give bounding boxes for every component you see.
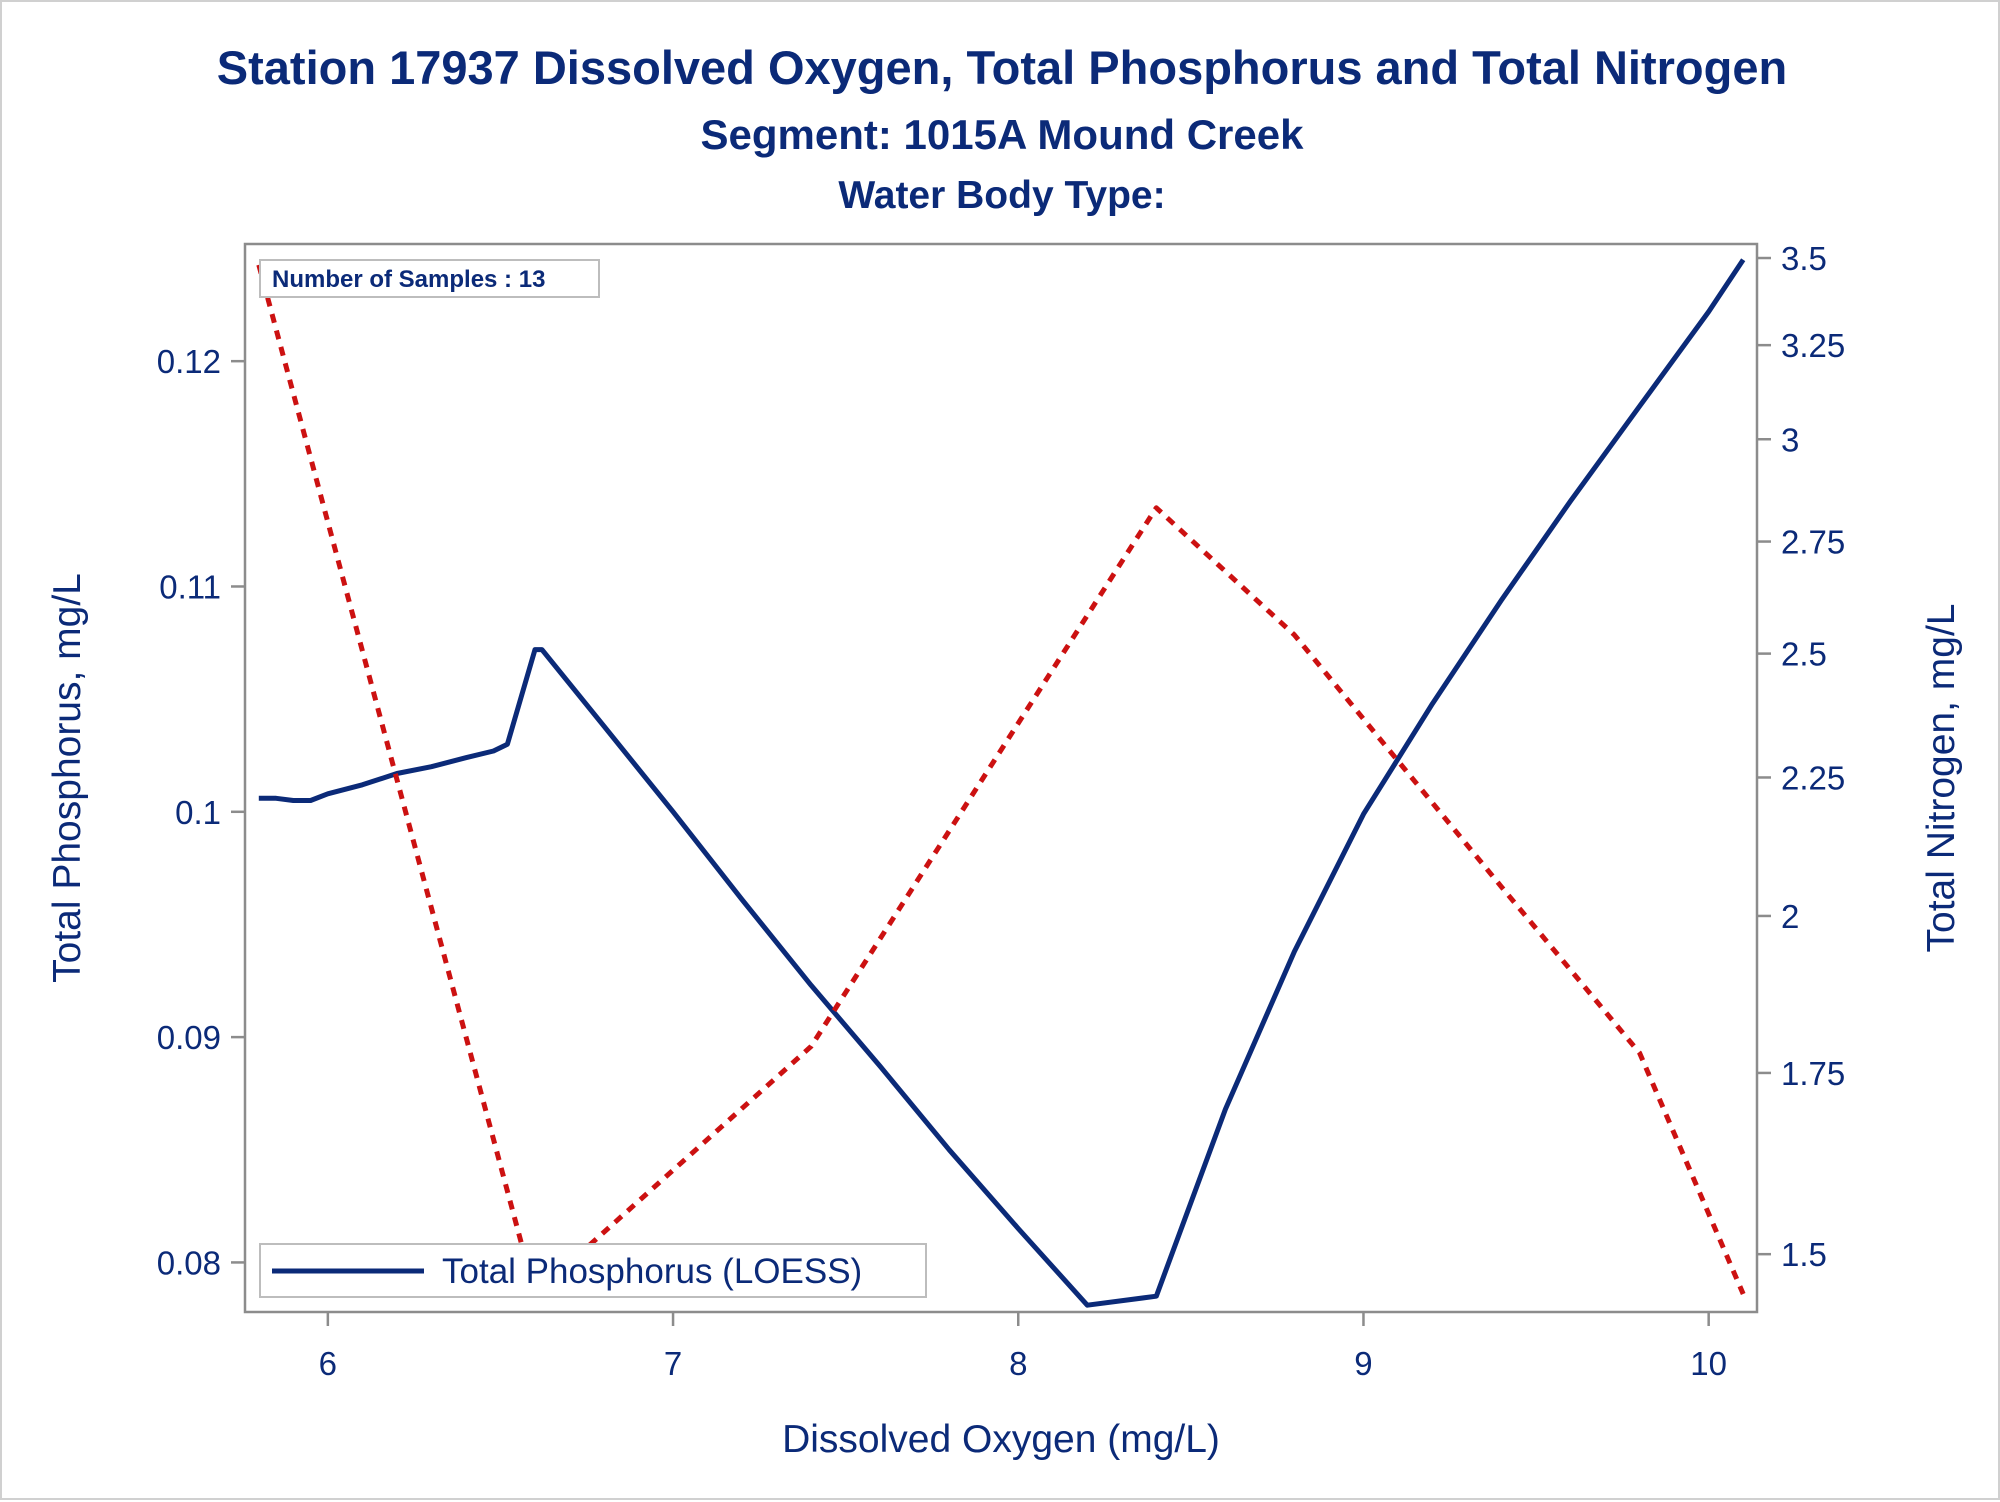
y-right-tick-label: 1.75 <box>1781 1055 1845 1092</box>
x-tick-label: 8 <box>1009 1345 1027 1382</box>
y-right-tick-label: 3.25 <box>1781 327 1845 364</box>
x-tick-label: 6 <box>319 1345 337 1382</box>
x-tick-label: 10 <box>1690 1345 1727 1382</box>
y-axis-right: 1.5 1.75 2 2.25 2.5 2.75 3 3.25 3.5 <box>1757 240 1845 1273</box>
y-axis-right-label: Total Nitrogen, mg/L <box>1920 603 1963 952</box>
chart-subtitle-segment: Segment: 1015A Mound Creek <box>701 111 1305 158</box>
y-axis-left-label: Total Phosphorus, mg/L <box>46 573 89 983</box>
y-right-tick-label: 3 <box>1781 421 1799 458</box>
y-right-tick-label: 2.25 <box>1781 759 1845 796</box>
y-left-tick-label: 0.08 <box>157 1244 221 1281</box>
legend-label: Total Phosphorus (LOESS) <box>442 1252 862 1291</box>
y-right-tick-label: 1.5 <box>1781 1236 1827 1273</box>
x-axis: 6 7 8 9 10 <box>319 1312 1727 1382</box>
nitrogen-line <box>256 264 1746 1297</box>
phosphorus-loess-line <box>258 258 1746 1308</box>
plot-area-border <box>243 242 1759 1314</box>
sample-count-box: Number of Samples : 13 <box>259 259 600 298</box>
y-right-tick-label: 2.5 <box>1781 636 1827 673</box>
chart-subtitle-waterbody: Water Body Type: <box>838 174 1165 217</box>
y-left-tick-label: 0.09 <box>157 1019 221 1056</box>
y-left-tick-label: 0.1 <box>175 794 221 831</box>
chart-title: Station 17937 Dissolved Oxygen, Total Ph… <box>217 41 1787 94</box>
y-right-tick-label: 3.5 <box>1781 240 1827 277</box>
y-left-tick-label: 0.11 <box>159 568 221 605</box>
y-axis-left: 0.08 0.09 0.1 0.11 0.12 <box>157 343 245 1281</box>
sample-count-text: Number of Samples : 13 <box>272 266 545 293</box>
y-left-tick-label: 0.12 <box>157 343 221 380</box>
y-right-tick-label: 2 <box>1781 898 1799 935</box>
x-tick-label: 7 <box>664 1345 682 1382</box>
series-layer <box>256 258 1746 1308</box>
y-right-tick-label: 2.75 <box>1781 524 1845 561</box>
sample-count-frame <box>259 259 600 298</box>
x-axis-label: Dissolved Oxygen (mg/L) <box>782 1418 1220 1461</box>
x-tick-label: 9 <box>1354 1345 1372 1382</box>
legend: Total Phosphorus (LOESS) <box>259 1243 927 1298</box>
